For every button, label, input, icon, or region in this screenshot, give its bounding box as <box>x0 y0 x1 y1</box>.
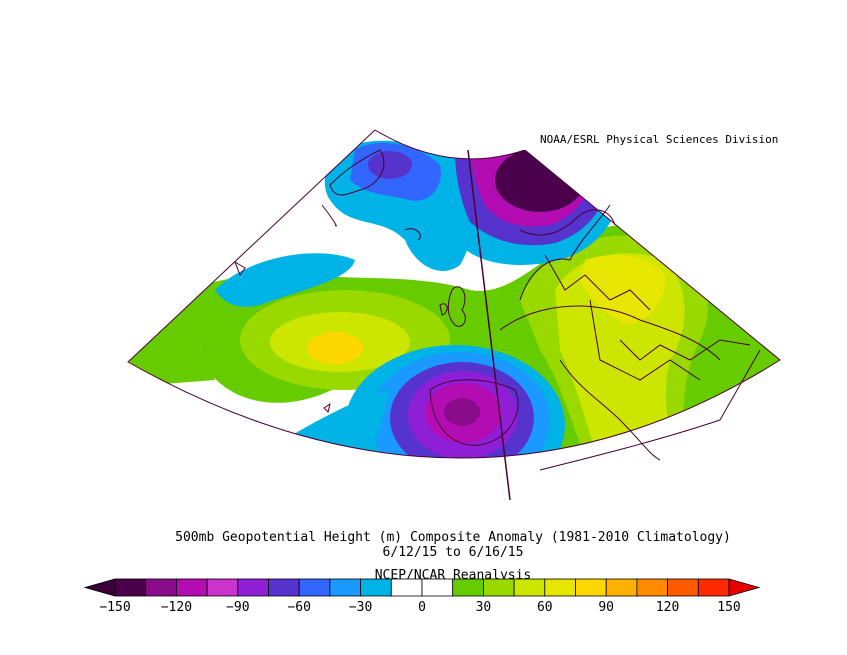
colorbar-segment <box>605 578 638 597</box>
colorbar-segment <box>482 578 515 597</box>
colorbar-tick-label: 60 <box>537 600 553 615</box>
colorbar-segment <box>268 578 300 597</box>
colorbar-tick-label: 120 <box>656 600 679 615</box>
colorbar-tick-label: 0 <box>418 600 426 615</box>
credit-text: NOAA/ESRL Physical Sciences Division <box>540 133 778 146</box>
green-band-left <box>128 300 215 385</box>
colorbar-tick-label: −60 <box>287 600 310 615</box>
atlantic-ridge-core <box>307 332 363 364</box>
credit-box <box>522 128 780 150</box>
colorbar-segment <box>452 578 484 597</box>
map-panel <box>128 130 780 459</box>
colorbar-segment <box>667 578 699 597</box>
colorbar-segment <box>513 578 546 597</box>
colorbar-tick-label: −30 <box>349 600 372 615</box>
colorbar-tick-label: 90 <box>598 600 614 615</box>
colorbar-segment <box>298 578 331 597</box>
colorbar-tick-label: 30 <box>476 600 492 615</box>
colorbar-segment <box>175 578 208 597</box>
greenland-trough-core <box>368 151 412 179</box>
colorbar-segment <box>206 578 239 597</box>
scandinavia-trough-core <box>495 148 585 212</box>
coastlines <box>234 149 761 471</box>
colorbar-tick-label: −120 <box>161 600 192 615</box>
colorbar-segment <box>390 578 423 597</box>
colorbar-segment <box>145 578 177 597</box>
colorbar-segment <box>114 578 147 597</box>
colorbar-segment <box>329 578 361 597</box>
date-range: 6/12/15 to 6/16/15 <box>383 545 524 560</box>
colorbar-over-arrow <box>728 578 761 597</box>
colorbar-tick-label: −90 <box>226 600 249 615</box>
west-atlantic-cyan <box>215 253 355 307</box>
colorbar-segment <box>636 578 669 597</box>
colorbar-tick-label: 150 <box>717 600 740 615</box>
colorbar-segment <box>575 578 607 597</box>
iberia-low-core <box>444 398 480 426</box>
colorbar-segment <box>421 578 454 597</box>
colorbar-segment <box>697 578 730 597</box>
colorbar-segment <box>544 578 576 597</box>
map-sector-outline <box>127 129 781 459</box>
colorbar-under-arrow <box>83 578 116 597</box>
colorbar-segment <box>360 578 392 597</box>
meridian-line <box>467 149 511 501</box>
chart-title: 500mb Geopotential Height (m) Composite … <box>175 530 731 545</box>
colorbar: −150 −120 −90 −60 −30 0 30 60 90 120 150 <box>83 578 761 615</box>
colorbar-tick-label: −150 <box>99 600 130 615</box>
colorbar-segment <box>237 578 269 597</box>
